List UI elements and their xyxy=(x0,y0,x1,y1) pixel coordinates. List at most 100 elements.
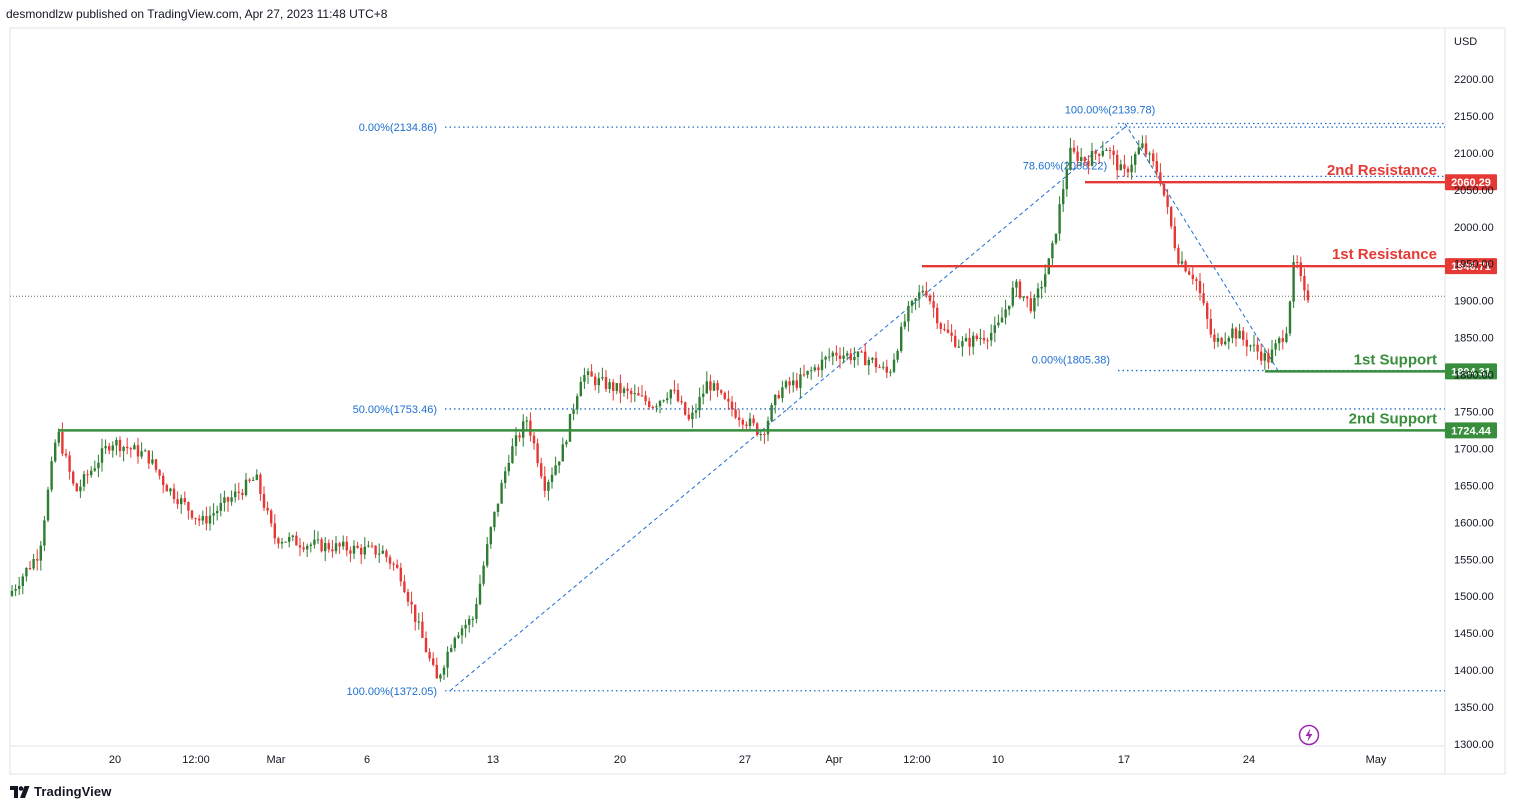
candle-body xyxy=(1029,298,1032,312)
candle-body xyxy=(223,497,226,503)
candle-body xyxy=(244,479,248,496)
candle-body xyxy=(936,307,939,324)
candle-body xyxy=(1303,275,1306,291)
candle-body xyxy=(388,557,392,564)
level-price-label: 1804.31 xyxy=(1451,366,1491,378)
candle-body xyxy=(208,515,212,524)
candle-body xyxy=(828,356,831,358)
time-tick-label: Apr xyxy=(825,754,842,766)
candle-body xyxy=(705,381,708,394)
candle-body xyxy=(687,414,690,420)
candle-body xyxy=(1069,147,1072,170)
candle-body xyxy=(32,558,35,569)
candle-body xyxy=(68,455,71,472)
candle-body xyxy=(730,401,734,410)
candle-body xyxy=(406,592,410,602)
candle-body xyxy=(1249,345,1252,347)
fib-level-label: 100.00%(1372.05) xyxy=(346,686,437,698)
candle-body xyxy=(842,355,845,359)
candle-body xyxy=(147,450,150,464)
candle-body xyxy=(864,351,867,366)
candle-body xyxy=(997,322,1000,326)
candle-body xyxy=(1188,271,1191,275)
candle-body xyxy=(64,453,68,456)
candle-body xyxy=(612,382,615,391)
candle-body xyxy=(259,474,262,494)
candle-body xyxy=(1123,164,1126,169)
candle-body xyxy=(655,406,658,408)
candle-body xyxy=(1148,153,1151,155)
candle-body xyxy=(93,468,96,471)
candle-body xyxy=(835,352,838,356)
candle-body xyxy=(925,290,928,296)
candle-body xyxy=(907,305,910,322)
candle-body xyxy=(712,383,716,391)
candle-body xyxy=(1195,279,1198,281)
candle-body xyxy=(964,337,968,342)
candle-body xyxy=(151,459,154,464)
candle-body xyxy=(1170,206,1173,227)
candle-body xyxy=(939,323,942,329)
candle-body xyxy=(14,588,17,591)
lightning-icon[interactable] xyxy=(1298,724,1320,746)
candle-body xyxy=(421,621,424,638)
levels-layer: 2nd Resistance 2060.29 1st Resistance 1946.… xyxy=(58,162,1497,439)
time-tick-label: 10 xyxy=(992,754,1004,766)
candle-body xyxy=(241,492,244,496)
candle-body xyxy=(230,497,233,502)
candle-body xyxy=(453,637,456,649)
candle-body xyxy=(234,491,237,498)
fib-level-label: 0.00%(1805.38) xyxy=(1032,355,1110,367)
candle-body xyxy=(374,545,377,555)
candle-body xyxy=(316,539,320,541)
candle-body xyxy=(273,523,276,539)
price-tick-label: 1450.00 xyxy=(1454,628,1494,640)
candle-body xyxy=(752,418,755,424)
candle-body xyxy=(86,474,89,476)
time-tick-label: 13 xyxy=(487,754,499,766)
time-tick-label: Mar xyxy=(267,754,286,766)
candle-body xyxy=(630,390,633,395)
candle-body xyxy=(586,371,590,375)
candle-body xyxy=(896,350,899,360)
price-tick-label: 1800.00 xyxy=(1454,370,1494,382)
candle-body xyxy=(457,635,460,638)
candle-body xyxy=(648,401,651,408)
candle-body xyxy=(511,446,514,463)
candle-body xyxy=(565,441,568,445)
candle-body xyxy=(622,388,626,394)
candle-body xyxy=(1098,153,1101,156)
candle-body xyxy=(500,482,503,504)
candle-body xyxy=(1144,143,1148,155)
candle-body xyxy=(338,543,341,547)
candle-body xyxy=(334,543,338,552)
candle-body xyxy=(698,396,701,411)
candle-body xyxy=(57,431,60,443)
candle-body xyxy=(637,393,640,396)
candle-body xyxy=(46,489,50,521)
price-tick-label: 2150.00 xyxy=(1454,111,1494,123)
level-price-tag xyxy=(1445,363,1497,380)
price-tick-label: 1700.00 xyxy=(1454,443,1494,455)
level-price-tag xyxy=(1445,258,1497,275)
candle-body xyxy=(1224,341,1227,345)
candle-body xyxy=(921,290,924,293)
candle-body xyxy=(280,542,284,544)
candle-body xyxy=(471,618,474,620)
candle-body xyxy=(108,446,111,451)
candle-body xyxy=(1198,280,1202,294)
candle-body xyxy=(126,446,129,449)
candle-body xyxy=(1087,161,1090,166)
candle-body xyxy=(482,565,485,584)
candle-body xyxy=(306,545,309,550)
price-tick-label: 2000.00 xyxy=(1454,222,1494,234)
candle-body xyxy=(266,507,269,511)
candle-body xyxy=(313,539,316,545)
candle-body xyxy=(237,491,240,493)
level-name-label: 1st Support xyxy=(1354,351,1437,368)
candle-body xyxy=(910,300,914,306)
candle-body xyxy=(745,424,748,426)
candle-body xyxy=(658,400,662,407)
candle-body xyxy=(892,359,896,372)
